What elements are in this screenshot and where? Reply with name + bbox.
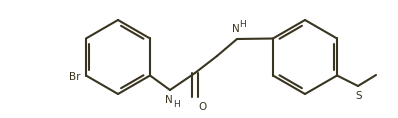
Text: N: N [165,95,173,105]
Text: Br: Br [70,72,81,82]
Text: N: N [232,24,240,34]
Text: O: O [198,102,206,112]
Text: H: H [173,100,179,109]
Text: S: S [356,91,362,101]
Text: H: H [240,20,246,29]
